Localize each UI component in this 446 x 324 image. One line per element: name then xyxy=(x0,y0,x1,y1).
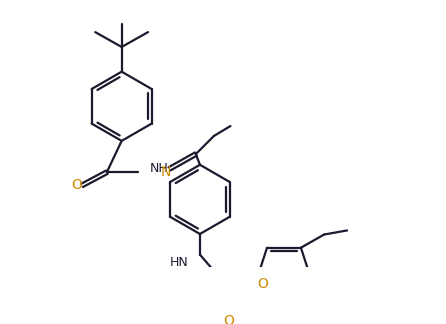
Text: O: O xyxy=(71,179,82,192)
Text: HN: HN xyxy=(169,256,188,269)
Text: O: O xyxy=(258,277,268,291)
Text: NH: NH xyxy=(150,162,169,175)
Text: O: O xyxy=(223,314,234,324)
Text: N: N xyxy=(161,165,171,179)
